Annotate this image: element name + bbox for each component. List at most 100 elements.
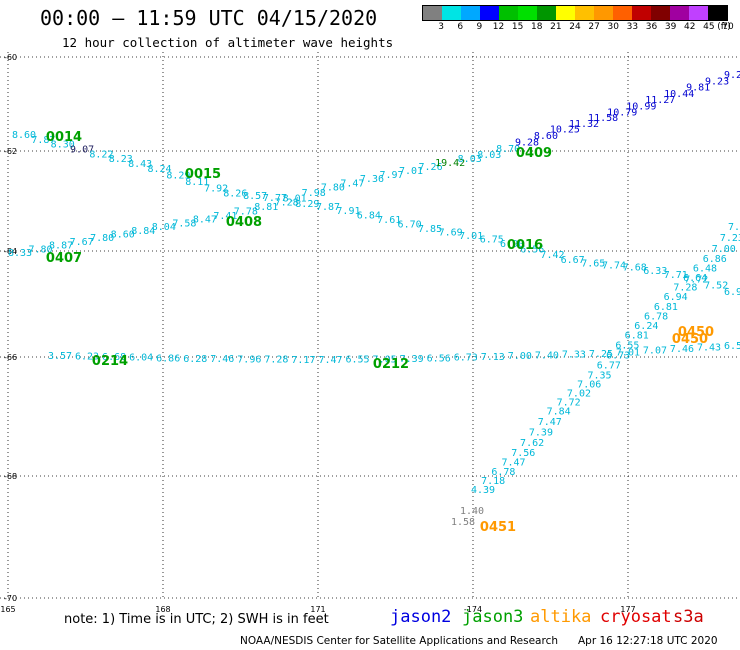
swh-value: 6.78 xyxy=(491,467,515,478)
swh-value: 8.29 xyxy=(166,170,190,181)
swh-value: 7.06 xyxy=(577,379,601,390)
legend-tick-label: 18 xyxy=(531,22,543,32)
note-text: note: 1) Time is in UTC; 2) SWH is in fe… xyxy=(64,612,329,627)
legend-tick-label: 42 xyxy=(684,22,696,32)
swh-value: 7.23 xyxy=(720,233,740,244)
swh-value: 6.73 xyxy=(606,351,630,362)
swh-value: 6.94 xyxy=(664,292,688,303)
swh-value: 7.80 xyxy=(90,233,114,244)
swh-value: 8.84 xyxy=(131,226,155,237)
swh-value: 10.79 xyxy=(607,107,637,118)
time-label: 0407 xyxy=(46,251,82,266)
swh-value: 7.98 xyxy=(302,188,326,199)
swh-value: 10.99 xyxy=(626,102,656,113)
legend-tick-label: 15 xyxy=(511,22,524,32)
swh-value: 3.57 xyxy=(48,351,72,362)
swh-value: 7.07 xyxy=(643,346,667,357)
legend-tick-label: 24 xyxy=(569,22,581,32)
legend-sat-s3a: s3a xyxy=(673,607,704,627)
legend-swatch xyxy=(480,6,499,20)
swh-value: 7.84 xyxy=(547,407,571,418)
swh-value: 7.13 xyxy=(481,352,505,363)
legend-tick-label: 3 xyxy=(438,22,444,32)
swh-value: 9.81 xyxy=(686,83,710,94)
swh-value: 7.28 xyxy=(673,283,697,294)
swh-value: 7.17 xyxy=(291,355,315,366)
legend-swatch xyxy=(537,6,556,20)
swh-value: 7.00 xyxy=(712,244,736,255)
swh-value: 6.98 xyxy=(724,287,740,298)
swh-value: 8.01 xyxy=(283,194,307,205)
legend-tick-label: 6 xyxy=(457,22,464,32)
swh-value: 8.33 xyxy=(8,248,32,259)
legend-tick-label: 12 xyxy=(492,22,505,32)
swh-value: 7.28 xyxy=(264,355,288,366)
swh-value: 7.56 xyxy=(511,448,535,459)
swh-value: 11.58 xyxy=(588,113,618,124)
swh-value: 6.86 xyxy=(703,254,727,265)
swh-value: 7.26 xyxy=(419,162,443,173)
swh-value: 7.87 xyxy=(31,135,55,146)
legend-tick-label: 36 xyxy=(645,22,658,32)
swh-value: 6.28 xyxy=(183,354,207,365)
lon-label: -174 xyxy=(464,605,482,614)
swh-value: 6.55 xyxy=(615,341,639,352)
legend-swatch xyxy=(556,6,575,20)
swh-value: 6.78 xyxy=(644,311,668,322)
swh-value: 8.24 xyxy=(147,164,171,175)
swh-value: 7.39 xyxy=(529,427,553,438)
swh-value: 7.67 xyxy=(70,237,94,248)
lon-label: 177 xyxy=(620,605,635,614)
swh-value: 7.96 xyxy=(237,354,261,365)
lat-label: -62 xyxy=(4,147,17,156)
time-label: 0409 xyxy=(516,146,552,161)
swh-value: 7.01 xyxy=(399,166,423,177)
swh-value: 7.92 xyxy=(204,183,228,194)
swh-value: 6.67 xyxy=(561,255,585,266)
swh-value: 6.23 xyxy=(75,352,99,363)
swh-value: 8.43 xyxy=(128,159,152,170)
time-label: 0450 xyxy=(678,325,714,340)
swh-value: 7.40 xyxy=(535,350,559,361)
swh-value: 7.71 xyxy=(664,270,688,281)
legend-swatch xyxy=(499,6,518,20)
time-label: 0016 xyxy=(507,238,543,253)
swh-value: 9.23 xyxy=(705,76,729,87)
swh-value: 7.47 xyxy=(340,178,364,189)
swh-value: 9.28 xyxy=(515,137,539,148)
time-label: 0214 xyxy=(92,354,128,369)
swh-value: 7.47 xyxy=(502,458,526,469)
legend-swatch xyxy=(670,6,689,20)
swh-value: 7.42 xyxy=(540,250,564,261)
swh-value: 7.85 xyxy=(418,224,442,235)
swh-value: 8.23 xyxy=(109,154,133,165)
swh-value: 7.39 xyxy=(400,354,424,365)
legend-swatch xyxy=(518,6,537,20)
swh-value: 8.03 xyxy=(458,154,482,165)
timestamp-text: Apr 16 12:27:18 UTC 2020 xyxy=(578,635,718,647)
swh-value: 7.46 xyxy=(210,354,234,365)
swh-value: 7.02 xyxy=(567,388,591,399)
legend-swatch xyxy=(708,6,727,20)
lat-label: -68 xyxy=(4,472,17,481)
swh-value: 7.00 xyxy=(508,351,532,362)
time-label: 0451 xyxy=(480,520,516,535)
legend-tick-label: (ft) xyxy=(717,22,731,32)
legend-sat-jason2: jason2 xyxy=(390,607,452,627)
swh-value: 7.68 xyxy=(623,262,647,273)
swh-value: 7.58 xyxy=(172,218,196,229)
time-label: 0450 xyxy=(672,332,708,347)
swh-value: 7.47 xyxy=(318,355,342,366)
legend-sat-jason3: jason3 xyxy=(462,607,524,627)
swh-value: 7.35 xyxy=(587,370,611,381)
swh-value: 8.11 xyxy=(185,177,209,188)
swh-value: 7.33 xyxy=(562,350,586,361)
swh-value: 6.56 xyxy=(520,244,544,255)
credit-text: NOAA/NESDIS Center for Satellite Applica… xyxy=(240,635,558,647)
swh-value: 6.48 xyxy=(693,264,717,275)
swh-value: 6.04 xyxy=(129,353,153,364)
time-label: 0212 xyxy=(373,357,409,372)
legend-swatch xyxy=(442,6,461,20)
map-subtitle: 12 hour collection of altimeter wave hei… xyxy=(62,35,394,50)
legend-swatch xyxy=(594,6,613,20)
